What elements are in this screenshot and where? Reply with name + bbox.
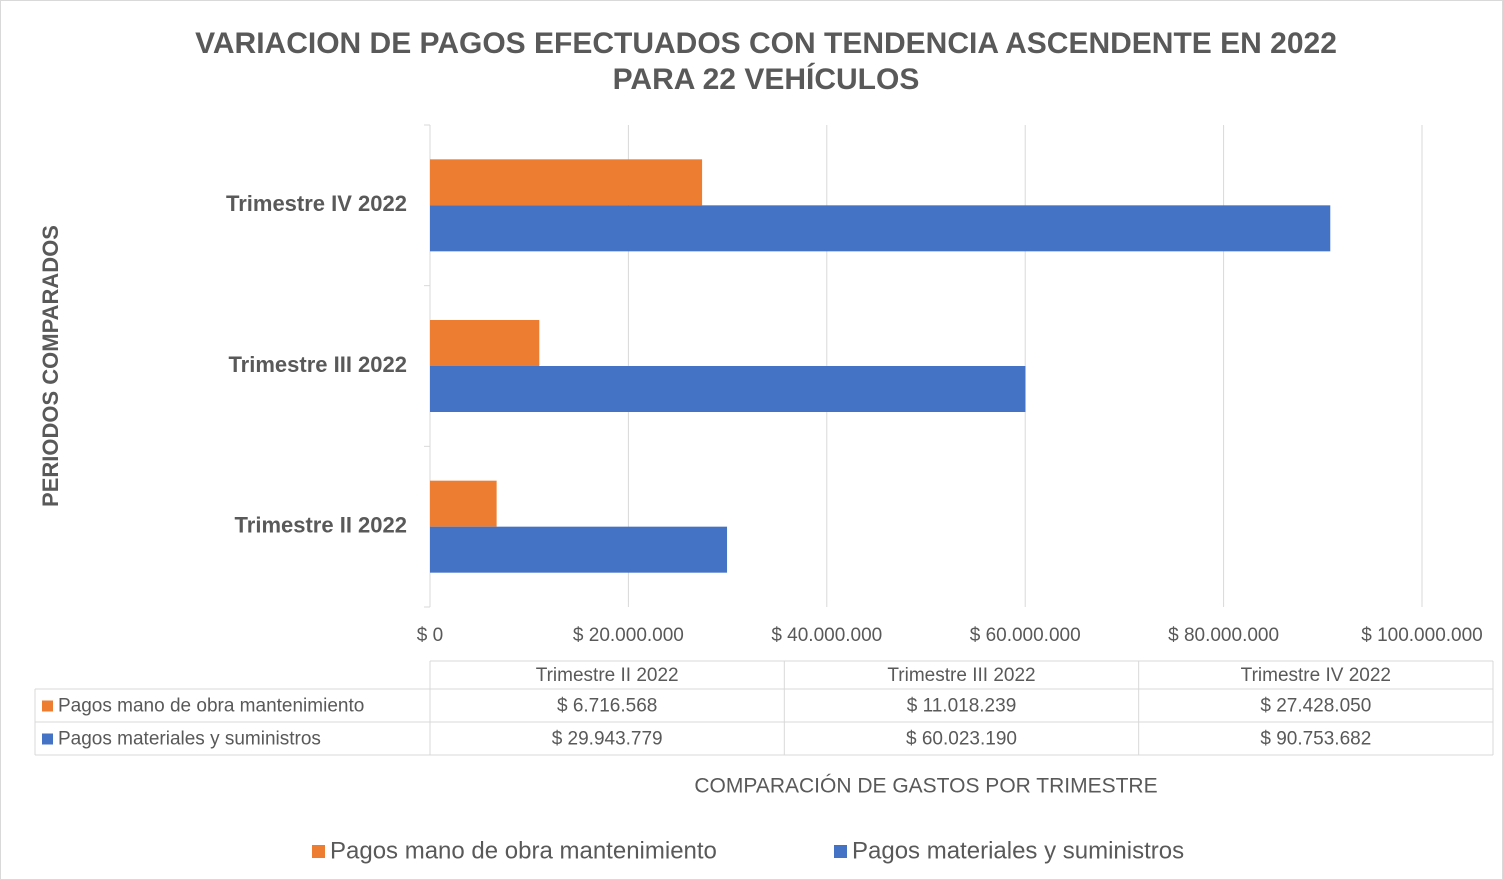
chart-title: VARIACION DE PAGOS EFECTUADOS CON TENDEN… xyxy=(195,27,1337,96)
y-tick-label: Trimestre II 2022 xyxy=(235,512,407,537)
table-cell: $ 6.716.568 xyxy=(557,696,657,717)
x-axis-title: COMPARACIÓN DE GASTOS POR TRIMESTRE xyxy=(694,775,1157,798)
x-tick-label: $ 40.000.000 xyxy=(771,625,882,646)
table-legend-key xyxy=(42,733,53,745)
table-header: Trimestre II 2022 xyxy=(536,665,679,686)
table-cell: $ 29.943.779 xyxy=(552,729,663,750)
y-axis-title: PERIODOS COMPARADOS xyxy=(38,225,63,507)
legend-label: Pagos mano de obra mantenimiento xyxy=(330,837,717,864)
table-cell: $ 60.023.190 xyxy=(906,729,1017,750)
x-tick-label: $ 60.000.000 xyxy=(970,625,1081,646)
legend-key xyxy=(834,845,847,858)
table-cell: $ 90.753.682 xyxy=(1260,729,1371,750)
y-tick-label: Trimestre IV 2022 xyxy=(226,191,407,216)
bar xyxy=(430,320,540,366)
legend-key xyxy=(312,845,325,858)
table-header: Trimestre III 2022 xyxy=(887,665,1035,686)
bar xyxy=(430,159,703,206)
table-header: Trimestre IV 2022 xyxy=(1241,665,1391,686)
table-cell: $ 11.018.239 xyxy=(907,696,1017,717)
x-tick-label: $ 0 xyxy=(417,625,443,646)
table-row-label: Pagos mano de obra mantenimiento xyxy=(58,696,364,717)
x-tick-label: $ 80.000.000 xyxy=(1168,625,1279,646)
bar xyxy=(430,526,728,573)
bar xyxy=(430,366,1026,412)
table-row-label: Pagos materiales y suministros xyxy=(58,729,321,750)
x-tick-label: $ 100.000.000 xyxy=(1361,625,1483,646)
bar xyxy=(430,480,497,527)
table-legend-key xyxy=(42,700,53,712)
y-tick-label: Trimestre III 2022 xyxy=(228,352,407,377)
table-cell: $ 27.428.050 xyxy=(1260,696,1371,717)
legend-label: Pagos materiales y suministros xyxy=(852,837,1184,864)
x-tick-label: $ 20.000.000 xyxy=(573,625,684,646)
bar xyxy=(430,205,1331,252)
